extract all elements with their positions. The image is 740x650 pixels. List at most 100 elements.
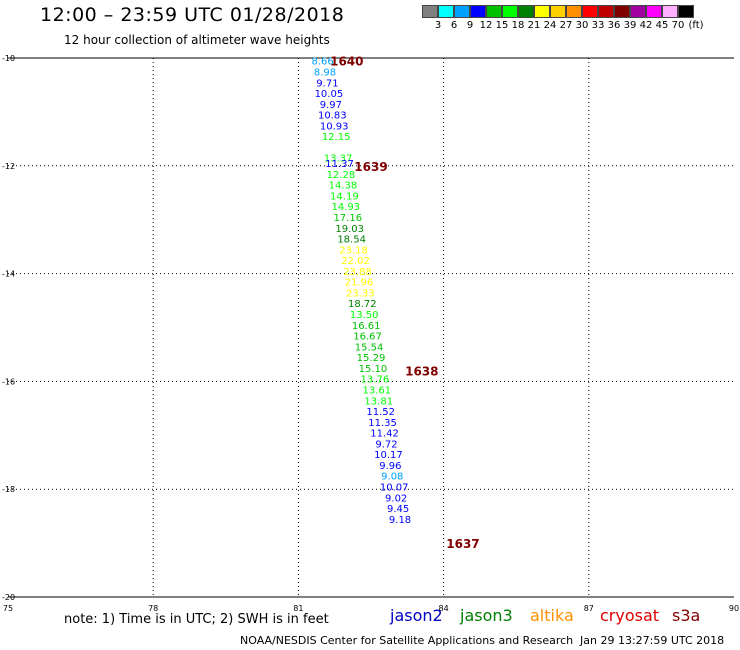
color-scale-label: 3 xyxy=(434,20,442,31)
swh-point: 9.71 xyxy=(316,78,338,89)
swh-point: 17.16 xyxy=(333,213,362,224)
color-scale-swatch xyxy=(646,5,662,18)
swh-point: 11.35 xyxy=(368,418,397,429)
color-scale-swatch xyxy=(422,5,438,18)
x-tick-label: 78 xyxy=(148,604,158,613)
swh-point: 8.66 xyxy=(311,57,333,68)
color-scale-swatch xyxy=(566,5,582,18)
x-tick-label: 81 xyxy=(293,604,303,613)
color-scale-label: 21 xyxy=(527,20,541,31)
color-scale-label: 70 xyxy=(671,20,685,31)
swh-point: 23.18 xyxy=(339,245,368,256)
chart-grid xyxy=(8,58,734,597)
swh-point: 16.67 xyxy=(353,332,382,343)
swh-point: 13.81 xyxy=(364,396,393,407)
legend-item-cryosat: cryosat xyxy=(600,606,660,625)
color-scale-label: 45 xyxy=(655,20,669,31)
swh-point: 10.05 xyxy=(315,89,344,100)
swh-point: 9.18 xyxy=(389,515,411,526)
x-tick-label: 87 xyxy=(584,604,594,613)
swh-point: 13.37 xyxy=(324,154,353,165)
color-scale-swatch xyxy=(630,5,646,18)
swh-point: 11.37 xyxy=(325,159,354,170)
time-label: 1638 xyxy=(405,365,438,379)
color-scale-label: 39 xyxy=(623,20,637,31)
swh-point: 15.29 xyxy=(357,353,386,364)
swh-point: 12.15 xyxy=(322,132,351,143)
swh-point: 14.19 xyxy=(330,191,359,202)
swh-point: 13.50 xyxy=(350,310,379,321)
color-scale-swatch xyxy=(502,5,518,18)
legend-item-jason2: jason2 xyxy=(390,606,443,625)
page-subtitle: 12 hour collection of altimeter wave hei… xyxy=(64,33,330,47)
swh-point: 10.83 xyxy=(318,111,347,122)
swh-point: 9.97 xyxy=(320,100,342,111)
swh-point: 8.98 xyxy=(314,67,336,78)
swh-point: 10.93 xyxy=(320,121,349,132)
swh-point: 18.54 xyxy=(337,235,366,246)
color-scale-swatch xyxy=(518,5,534,18)
color-scale-swatch xyxy=(454,5,470,18)
y-tick-label: -12 xyxy=(2,162,15,171)
color-scale-swatch xyxy=(470,5,486,18)
color-scale-swatch xyxy=(534,5,550,18)
swh-point: 11.52 xyxy=(366,407,395,418)
color-scale-swatch xyxy=(614,5,630,18)
swh-point: 9.72 xyxy=(375,439,397,450)
swh-point: 23.33 xyxy=(346,288,375,299)
time-label: 1639 xyxy=(354,160,387,174)
swh-point: 11.42 xyxy=(370,429,399,440)
swh-point: 15.54 xyxy=(355,342,384,353)
color-scale-swatch xyxy=(438,5,454,18)
color-scale-label: 15 xyxy=(495,20,509,31)
x-tick-label: 90 xyxy=(729,604,739,613)
color-scale-swatch xyxy=(486,5,502,18)
color-scale-swatch xyxy=(678,5,694,18)
footer-credit: NOAA/NESDIS Center for Satellite Applica… xyxy=(240,634,574,647)
swh-point: 13.61 xyxy=(362,385,391,396)
color-scale-label: 33 xyxy=(591,20,605,31)
footer-timestamp: Jan 29 13:27:59 UTC 2018 xyxy=(580,634,725,647)
color-scale-label: 27 xyxy=(559,20,573,31)
swh-point: 14.38 xyxy=(329,181,358,192)
swh-point: 22.02 xyxy=(341,256,370,267)
x-tick-label: 84 xyxy=(439,604,449,613)
legend-item-altika: altika xyxy=(530,606,574,625)
color-scale-swatch xyxy=(550,5,566,18)
legend-item-s3a: s3a xyxy=(672,606,701,625)
swh-point: 15.10 xyxy=(359,364,388,375)
x-tick-label: 75 xyxy=(3,604,13,613)
color-scale-swatch xyxy=(582,5,598,18)
swh-point: 14.93 xyxy=(332,202,361,213)
swh-point: 9.96 xyxy=(379,461,401,472)
color-scale-swatch xyxy=(662,5,678,18)
swh-point: 10.17 xyxy=(374,450,403,461)
swh-point: 10.07 xyxy=(380,483,409,494)
y-tick-label: -18 xyxy=(2,485,15,494)
swh-point: 23.88 xyxy=(343,267,372,278)
swh-point: 19.03 xyxy=(335,224,364,235)
y-tick-label: -14 xyxy=(2,270,15,279)
color-scale-label: 42 xyxy=(639,20,653,31)
color-scale-label: 9 xyxy=(466,20,474,31)
swh-point: 9.02 xyxy=(385,493,407,504)
swh-point: 13.76 xyxy=(361,375,390,386)
color-scale-label: 24 xyxy=(543,20,557,31)
chart-axes: 75 78 81 84 87 90-10-12-14-16-18-20 xyxy=(2,54,739,613)
color-scale-label: 12 xyxy=(479,20,493,31)
time-label: 1640 xyxy=(330,55,363,69)
color-scale-labels: 3 6 9 12 15 18 21 24 27 30 33 36 39 42 45 70 (ft) xyxy=(422,18,704,32)
legend-item-jason3: jason3 xyxy=(460,606,513,625)
units-note: note: 1) Time is in UTC; 2) SWH is in fe… xyxy=(64,612,329,627)
swh-point: 9.45 xyxy=(387,504,409,515)
color-scale-label: 6 xyxy=(450,20,458,31)
color-scale-label: 30 xyxy=(575,20,589,31)
color-scale-swatches xyxy=(422,5,694,18)
page-title: 12:00 – 23:59 UTC 01/28/2018 xyxy=(40,4,345,26)
swh-point: 16.61 xyxy=(352,321,381,332)
swh-point: 21.96 xyxy=(345,278,374,289)
swh-point: 18.72 xyxy=(348,299,377,310)
color-scale-label: 36 xyxy=(607,20,621,31)
